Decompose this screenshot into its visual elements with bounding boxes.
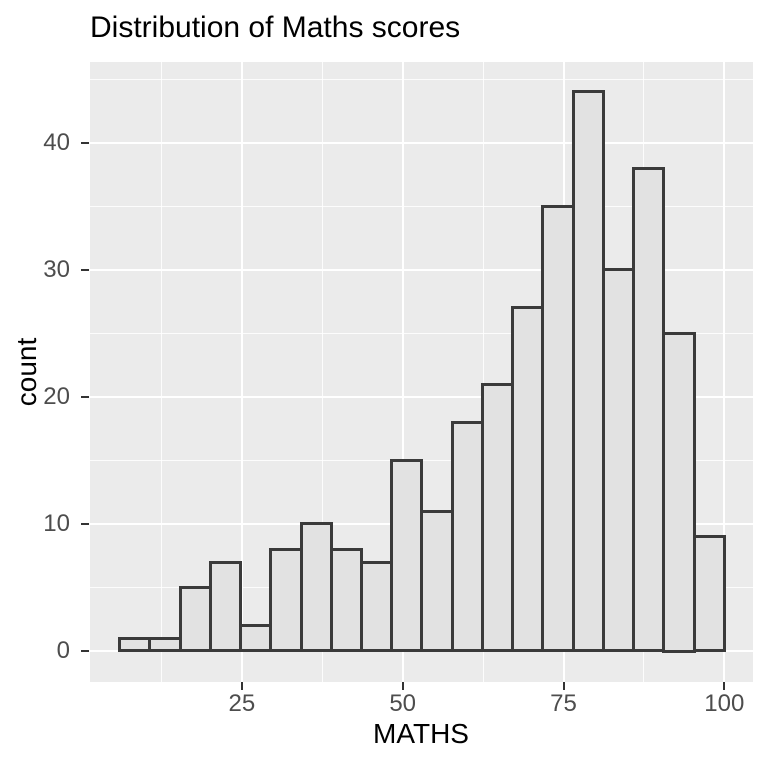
histogram-bar <box>178 585 212 653</box>
histogram-bar <box>601 268 636 653</box>
histogram-bar <box>662 331 696 653</box>
x-tick-mark <box>240 682 243 690</box>
y-tick-mark <box>81 522 89 525</box>
histogram-bar <box>360 560 394 653</box>
histogram-bar <box>239 624 273 653</box>
x-minor-gridline <box>482 62 484 682</box>
y-major-gridline <box>90 141 753 144</box>
histogram-bar <box>390 458 424 653</box>
plot-title: Distribution of Maths scores <box>90 11 461 44</box>
y-minor-gridline <box>90 78 753 80</box>
histogram-bar <box>632 166 666 653</box>
histogram-bar <box>148 636 182 653</box>
x-axis-title: MATHS <box>373 718 469 749</box>
y-tick-mark <box>81 141 89 144</box>
histogram-bar <box>450 420 484 653</box>
histogram-bar <box>480 382 515 653</box>
histogram-bar <box>329 547 364 653</box>
histogram-bar <box>541 204 575 653</box>
histogram-bar <box>511 306 545 653</box>
y-tick-label: 0 <box>56 637 70 664</box>
y-minor-gridline <box>90 332 753 334</box>
y-tick-label: 20 <box>43 382 70 410</box>
histogram-bar <box>420 509 454 653</box>
y-tick-label: 10 <box>43 509 70 537</box>
y-tick-mark <box>81 395 89 398</box>
x-minor-gridline <box>161 62 162 682</box>
histogram-bar <box>692 535 726 653</box>
x-tick-label: 25 <box>228 690 256 717</box>
y-tick-mark <box>81 268 89 271</box>
x-major-gridline <box>723 62 726 682</box>
y-major-gridline <box>90 395 753 398</box>
histogram-bar <box>571 90 605 653</box>
y-tick-label: 30 <box>43 255 70 283</box>
histogram-bar <box>118 636 152 653</box>
y-minor-gridline <box>90 205 753 207</box>
plot-panel <box>90 62 753 682</box>
y-tick-label: 40 <box>43 128 70 156</box>
x-tick-mark <box>562 682 565 690</box>
x-major-gridline <box>401 62 404 682</box>
x-tick-label: 75 <box>550 690 577 717</box>
x-tick-label: 100 <box>704 690 745 717</box>
y-tick-mark <box>81 650 89 652</box>
y-major-gridline <box>90 268 753 271</box>
x-tick-label: 50 <box>389 690 417 717</box>
histogram-bar <box>208 560 243 653</box>
histogram-bar <box>269 547 303 653</box>
x-tick-mark <box>401 682 404 690</box>
x-tick-mark <box>723 682 726 690</box>
x-major-gridline <box>240 62 243 682</box>
x-minor-gridline <box>321 62 323 682</box>
histogram-bar <box>299 522 333 653</box>
